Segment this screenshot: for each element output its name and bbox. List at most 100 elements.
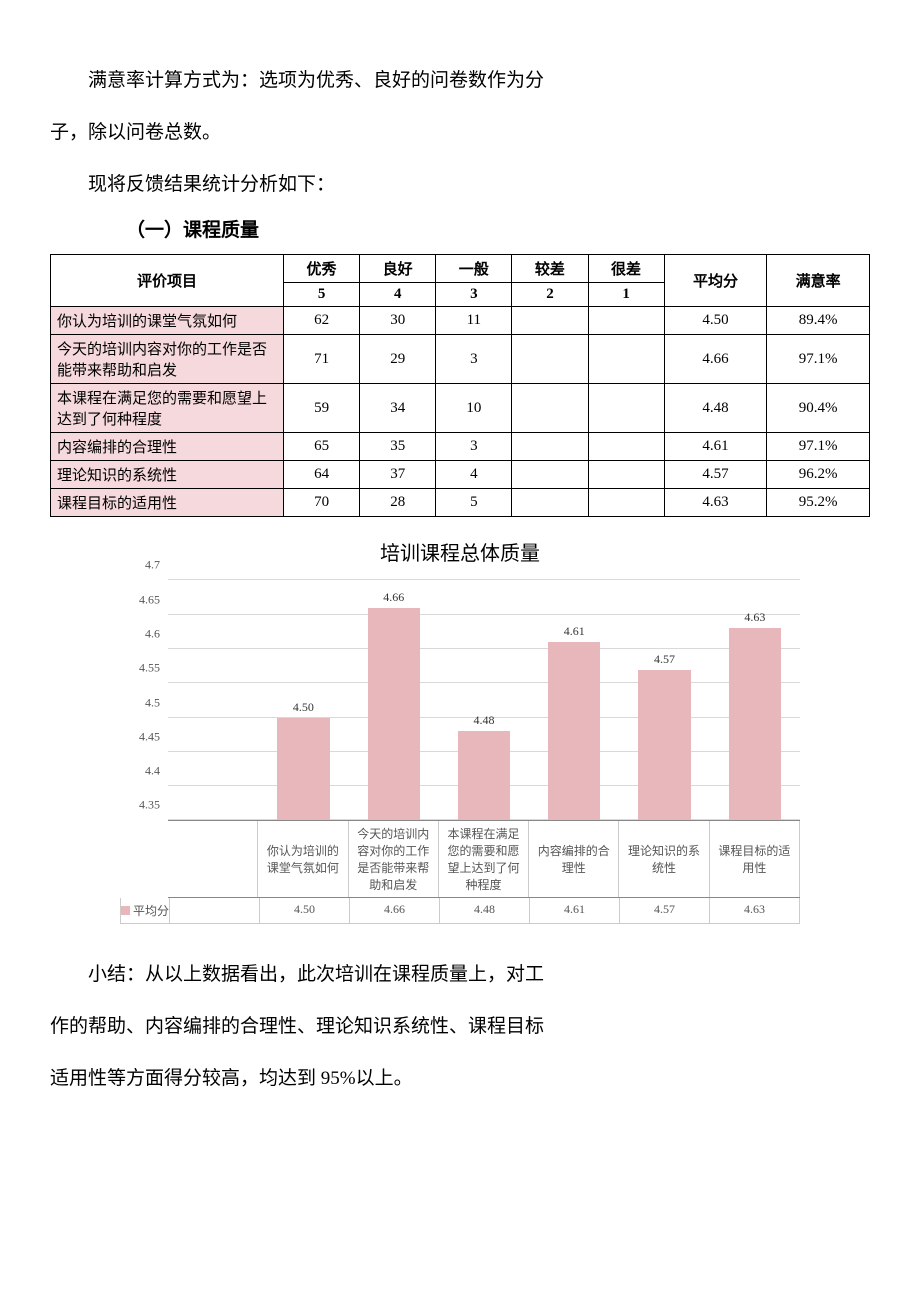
cell: 4: [436, 461, 512, 489]
paragraph-calc-2: 子，除以问卷总数。: [50, 112, 870, 154]
cell: 11: [436, 307, 512, 335]
cell: 10: [436, 384, 512, 433]
x-label: 本课程在满足您的需要和愿望上达到了何种程度: [438, 821, 528, 897]
cell-sat: 89.4%: [767, 307, 870, 335]
table-row: 本课程在满足您的需要和愿望上达到了何种程度5934104.4890.4%: [51, 384, 870, 433]
cell: [588, 307, 664, 335]
bar-column: 4.48: [439, 580, 529, 820]
bar-column: 4.66: [349, 580, 439, 820]
cell: [512, 384, 588, 433]
rating-head-3: 较差: [512, 255, 588, 283]
cell: 71: [284, 335, 360, 384]
cell-avg: 4.63: [664, 489, 767, 517]
cell: 70: [284, 489, 360, 517]
cell: 28: [360, 489, 436, 517]
cell-avg: 4.66: [664, 335, 767, 384]
table-row: 内容编排的合理性653534.6197.1%: [51, 433, 870, 461]
bar-value-label: 4.48: [473, 713, 494, 728]
rating-score-4: 1: [588, 283, 664, 307]
cell-avg: 4.61: [664, 433, 767, 461]
table-row: 课程目标的适用性702854.6395.2%: [51, 489, 870, 517]
rating-score-1: 4: [360, 283, 436, 307]
cell: 29: [360, 335, 436, 384]
cell: [512, 335, 588, 384]
summary-3: 适用性等方面得分较高，均达到 95%以上。: [50, 1058, 870, 1100]
cell: 30: [360, 307, 436, 335]
legend-label: 平均分: [121, 898, 170, 923]
bar: 4.50: [277, 718, 329, 821]
bar-value-label: 4.61: [564, 624, 585, 639]
cell: 59: [284, 384, 360, 433]
bar-value-label: 4.57: [654, 652, 675, 667]
cell-avg: 4.48: [664, 384, 767, 433]
cell: [512, 433, 588, 461]
chart-title: 培训课程总体质量: [120, 537, 800, 566]
cell: [588, 461, 664, 489]
col-item: 评价项目: [51, 255, 284, 307]
col-sat: 满意率: [767, 255, 870, 307]
row-label: 本课程在满足您的需要和愿望上达到了何种程度: [51, 384, 284, 433]
bar: 4.57: [638, 670, 690, 821]
rating-head-1: 良好: [360, 255, 436, 283]
y-tick: 4.4: [145, 764, 160, 779]
row-label: 内容编排的合理性: [51, 433, 284, 461]
row-label: 你认为培训的课堂气氛如何: [51, 307, 284, 335]
cell: 3: [436, 433, 512, 461]
cell: [512, 489, 588, 517]
legend-value: 4.48: [439, 898, 529, 923]
cell-avg: 4.50: [664, 307, 767, 335]
row-label: 理论知识的系统性: [51, 461, 284, 489]
bar: 4.63: [729, 628, 781, 820]
cell: [512, 307, 588, 335]
x-label: 理论知识的系统性: [618, 821, 708, 897]
legend-value: 4.50: [259, 898, 349, 923]
cell: [588, 433, 664, 461]
col-avg: 平均分: [664, 255, 767, 307]
paragraph-intro: 现将反馈结果统计分析如下：: [50, 164, 870, 206]
rating-head-0: 优秀: [284, 255, 360, 283]
legend-spacer: [170, 898, 259, 923]
cell: [588, 384, 664, 433]
rating-score-0: 5: [284, 283, 360, 307]
cell: 65: [284, 433, 360, 461]
rating-head-4: 很差: [588, 255, 664, 283]
cell: [588, 489, 664, 517]
legend-value: 4.57: [619, 898, 709, 923]
bar-value-label: 4.63: [744, 610, 765, 625]
bar-value-label: 4.50: [293, 700, 314, 715]
x-spacer: [168, 821, 257, 897]
cell: 64: [284, 461, 360, 489]
y-tick: 4.65: [139, 592, 160, 607]
bar: 4.66: [368, 608, 420, 821]
rating-head-2: 一般: [436, 255, 512, 283]
cell: 37: [360, 461, 436, 489]
cell: [512, 461, 588, 489]
summary-1: 小结：从以上数据看出，此次培训在课程质量上，对工: [50, 954, 870, 996]
table-row: 理论知识的系统性643744.5796.2%: [51, 461, 870, 489]
cell: 62: [284, 307, 360, 335]
bar-column: 4.50: [258, 580, 348, 820]
bar-spacer: [168, 580, 258, 820]
rating-score-2: 3: [436, 283, 512, 307]
legend-swatch: [121, 906, 130, 915]
bar-column: 4.63: [710, 580, 800, 820]
legend-text: 平均分: [133, 902, 169, 919]
bar-column: 4.57: [619, 580, 709, 820]
cell: 34: [360, 384, 436, 433]
cell: 3: [436, 335, 512, 384]
bar-value-label: 4.66: [383, 590, 404, 605]
y-tick: 4.55: [139, 661, 160, 676]
quality-chart: 培训课程总体质量 4.354.44.454.54.554.64.654.7 4.…: [120, 537, 800, 924]
y-tick: 4.6: [145, 626, 160, 641]
cell: [588, 335, 664, 384]
cell-sat: 96.2%: [767, 461, 870, 489]
cell: 35: [360, 433, 436, 461]
x-label: 你认为培训的课堂气氛如何: [257, 821, 347, 897]
legend-value: 4.61: [529, 898, 619, 923]
x-label: 今天的培训内容对你的工作是否能带来帮助和启发: [348, 821, 438, 897]
y-tick: 4.35: [139, 798, 160, 813]
row-label: 今天的培训内容对你的工作是否能带来帮助和启发: [51, 335, 284, 384]
row-label: 课程目标的适用性: [51, 489, 284, 517]
cell: 5: [436, 489, 512, 517]
y-tick: 4.7: [145, 558, 160, 573]
